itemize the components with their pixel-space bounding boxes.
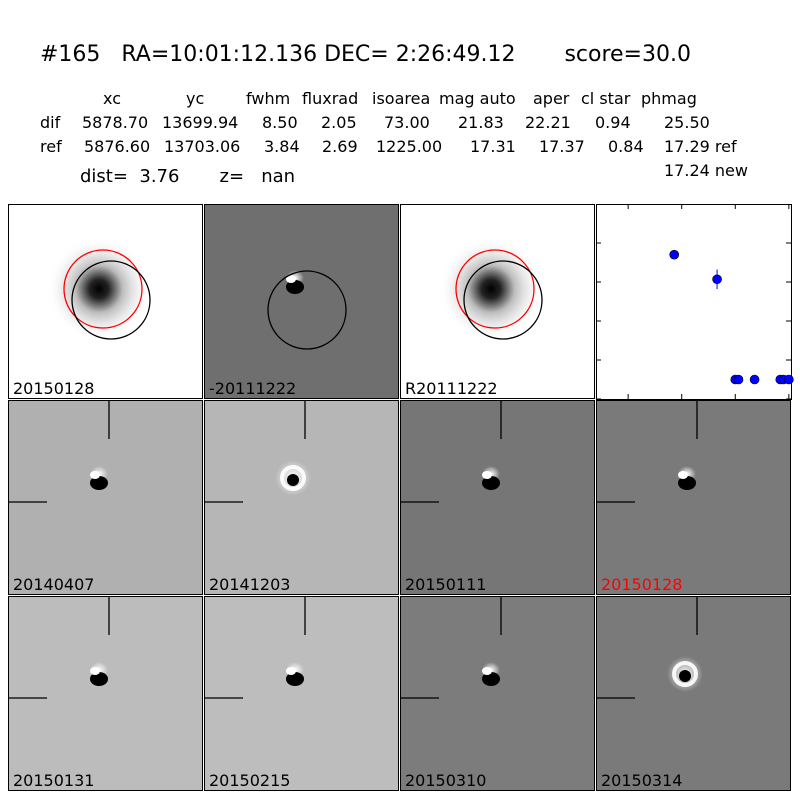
cutout-date-label: 20150128 <box>13 379 95 398</box>
table-cell: 13703.06 <box>164 137 241 156</box>
col-header-cl-star: cl star <box>581 89 631 108</box>
plot-frame <box>596 204 792 400</box>
table-cell: 17.31 <box>470 137 516 156</box>
table-cell: 1225.00 <box>376 137 443 156</box>
table-cell: 25.50 <box>664 113 710 132</box>
dist-readout: dist= 3.76 z= nan <box>80 166 296 187</box>
table-cell: 0.94 <box>595 113 631 132</box>
col-header-phmag: phmag <box>641 89 697 108</box>
cutout-image <box>267 270 347 350</box>
data-point <box>749 374 760 385</box>
col-header-xc: xc <box>103 89 121 108</box>
table-cell: 17.37 <box>539 137 585 156</box>
cutout-image <box>9 401 110 503</box>
col-header-yc: yc <box>186 89 205 108</box>
cutout-date-label: 20140407 <box>13 575 95 594</box>
table-cell: 8.50 <box>262 113 298 132</box>
table-cell: 17.29 ref <box>664 137 737 156</box>
col-header-fwhm: fwhm <box>246 89 291 108</box>
cutout-image <box>47 237 151 341</box>
col-header-aper: aper <box>533 89 570 108</box>
table-cell: 5876.60 <box>84 137 151 156</box>
cutout-panel: 20141203 <box>204 400 399 595</box>
cutout-date-label: 20150314 <box>601 771 683 790</box>
col-header-isoarea: isoarea <box>372 89 431 108</box>
col-header-mag-auto: mag auto <box>439 89 516 108</box>
table-cell: 2.05 <box>321 113 357 132</box>
cutout-image <box>205 597 306 699</box>
cutout-panel: 20150314 <box>596 596 791 791</box>
data-point <box>669 249 680 260</box>
cutout-panel: 20150310 <box>400 596 595 791</box>
cutout-panel: 20140407 <box>8 400 203 595</box>
row-label-ref: ref <box>40 137 62 156</box>
cutout-date-label: 20150215 <box>209 771 291 790</box>
cutout-panel: -20111222 <box>204 204 399 399</box>
cutout-date-label: 20150128 <box>601 575 683 594</box>
light-curve-plot: 212223242526−100−50050 <box>596 204 794 400</box>
cutout-panel: 20150128 <box>8 204 203 399</box>
col-header-fluxrad: fluxrad <box>302 89 359 108</box>
table-cell: 3.84 <box>264 137 300 156</box>
cutout-image <box>401 597 502 699</box>
table-cell: 21.83 <box>458 113 504 132</box>
cutout-date-label: R20111222 <box>405 379 498 398</box>
table-cell: 5878.70 <box>82 113 149 132</box>
cutout-panel: 20150215 <box>204 596 399 791</box>
cutout-date-label: 20150131 <box>13 771 95 790</box>
cutout-image <box>9 597 110 699</box>
row-label-dif: dif <box>40 113 61 132</box>
cutout-panel: 20150131 <box>8 596 203 791</box>
cutout-panel: 20150128 <box>596 400 791 595</box>
cutout-image <box>597 597 703 699</box>
cutout-date-label: 20141203 <box>209 575 291 594</box>
table-cell: 22.21 <box>525 113 571 132</box>
table-cell: 0.84 <box>608 137 644 156</box>
table-cell: 73.00 <box>384 113 430 132</box>
cutout-image <box>205 401 311 503</box>
table-cell: 13699.94 <box>162 113 239 132</box>
phmag-new: 17.24 new <box>664 161 748 180</box>
data-point <box>733 374 744 385</box>
cutout-image <box>401 401 502 503</box>
cutout-image <box>439 237 543 341</box>
table-cell: 2.69 <box>322 137 358 156</box>
cutout-panel: R20111222 <box>400 204 595 399</box>
data-point <box>784 374 794 385</box>
cutout-date-label: 20150111 <box>405 575 487 594</box>
cutout-image <box>597 401 698 503</box>
cutout-panel: 20150111 <box>400 400 595 595</box>
data-point <box>712 274 722 285</box>
cutout-date-label: -20111222 <box>209 379 297 398</box>
page-title: #165 RA=10:01:12.136 DEC= 2:26:49.12 sco… <box>40 42 691 67</box>
cutout-date-label: 20150310 <box>405 771 487 790</box>
